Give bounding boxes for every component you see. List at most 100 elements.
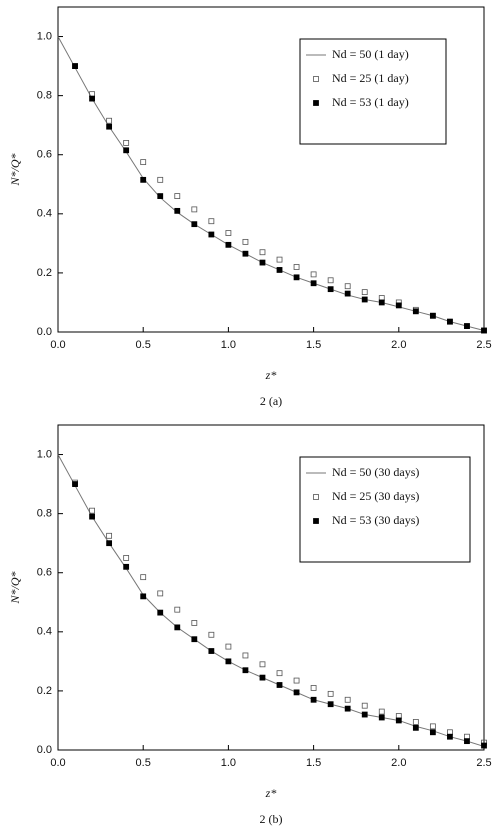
marker — [310, 280, 317, 287]
y-axis-label: N*/Q* — [8, 571, 22, 604]
y-tick-label: 0.8 — [37, 508, 52, 520]
y-tick-label: 0.2 — [37, 267, 52, 279]
marker — [313, 76, 319, 82]
marker — [464, 323, 470, 329]
legend-label: Nd = 25 (30 days) — [332, 489, 419, 503]
marker — [259, 674, 266, 681]
marker — [242, 667, 249, 674]
marker — [481, 742, 487, 749]
marker — [447, 733, 453, 740]
x-tick-label: 1.5 — [306, 757, 321, 769]
y-tick-label: 0.4 — [37, 208, 52, 220]
marker — [259, 661, 266, 668]
marker — [361, 289, 368, 296]
legend-label: Nd = 50 (1 day) — [332, 47, 409, 61]
marker — [429, 312, 436, 319]
marker — [259, 249, 266, 256]
x-tick-label: 2.0 — [391, 339, 406, 351]
marker — [276, 670, 283, 677]
marker — [140, 159, 147, 166]
y-tick-label: 1.0 — [37, 30, 52, 42]
marker — [412, 719, 419, 725]
marker — [191, 206, 198, 213]
marker — [106, 540, 113, 547]
marker — [276, 682, 283, 688]
marker — [412, 308, 419, 315]
legend-label: Nd = 53 (1 day) — [332, 95, 409, 109]
marker — [89, 513, 95, 520]
legend: Nd = 50 (1 day) Nd = 25 (1 day) Nd = 53 (1… — [299, 38, 447, 145]
marker — [259, 259, 266, 266]
marker — [481, 327, 487, 334]
marker — [327, 277, 334, 284]
marker — [140, 593, 147, 600]
marker — [310, 271, 317, 278]
legend-box — [299, 38, 447, 145]
plot-frame — [57, 424, 485, 751]
marker — [208, 231, 215, 238]
marker — [276, 267, 283, 273]
marker — [361, 702, 368, 709]
marker — [293, 677, 300, 684]
y-axis-label: N*/Q* — [8, 153, 22, 186]
marker — [293, 274, 300, 281]
y-tick-label: 0.0 — [37, 744, 52, 756]
marker — [89, 507, 95, 514]
marker — [225, 643, 232, 650]
y-tick-label: 0.6 — [37, 149, 52, 161]
y-tick-label: 0.4 — [37, 626, 52, 638]
marker — [157, 609, 164, 616]
marker — [72, 63, 78, 69]
marker — [429, 729, 436, 736]
marker — [293, 689, 300, 696]
x-tick-label: 2.0 — [391, 757, 406, 769]
x-tick-label: 1.0 — [221, 757, 236, 769]
marker — [140, 574, 147, 581]
x-tick-label: 2.5 — [476, 339, 491, 351]
marker — [157, 590, 164, 597]
marker — [344, 696, 351, 703]
x-tick-label: 1.0 — [221, 339, 236, 351]
marker — [327, 701, 334, 708]
legend: Nd = 50 (30 days) Nd = 25 (30 days) Nd = 5… — [299, 456, 471, 563]
x-tick-label: 2.5 — [476, 757, 491, 769]
plot-frame — [57, 6, 485, 333]
marker — [140, 176, 147, 183]
marker — [208, 648, 215, 654]
marker — [313, 100, 319, 106]
x-tick-label: 0.0 — [50, 339, 65, 351]
legend-label: Nd = 53 (30 days) — [332, 513, 419, 527]
marker — [174, 606, 181, 613]
y-tick-label: 0.8 — [37, 90, 52, 102]
marker — [157, 193, 164, 199]
marker — [361, 296, 368, 303]
marker — [327, 690, 334, 697]
marker — [464, 738, 470, 745]
x-axis-label: z* — [265, 786, 277, 800]
marker — [174, 193, 181, 199]
marker — [361, 711, 368, 718]
x-tick-label: 0.5 — [136, 757, 151, 769]
marker — [191, 636, 198, 643]
y-tick-label: 1.0 — [37, 448, 52, 460]
marker — [242, 652, 249, 659]
marker — [106, 532, 113, 539]
marker — [208, 631, 215, 638]
marker — [174, 207, 181, 214]
marker — [225, 241, 232, 248]
marker — [429, 723, 436, 730]
marker — [378, 714, 385, 721]
marker — [310, 696, 317, 703]
marker — [89, 95, 95, 102]
y-tick-label: 0.0 — [37, 326, 52, 338]
x-tick-label: 0.0 — [50, 757, 65, 769]
legend-box — [299, 456, 471, 563]
chart: 0.0 0.5 1.0 1.5 2.0 2.5 0.0 0.2 0.4 0.6 0.8 1.0 z* N*… — [8, 424, 492, 826]
marker — [123, 147, 130, 154]
marker — [344, 290, 351, 297]
marker — [72, 481, 78, 487]
marker — [313, 518, 319, 524]
marker — [157, 176, 164, 183]
y-tick-label: 0.6 — [37, 567, 52, 579]
